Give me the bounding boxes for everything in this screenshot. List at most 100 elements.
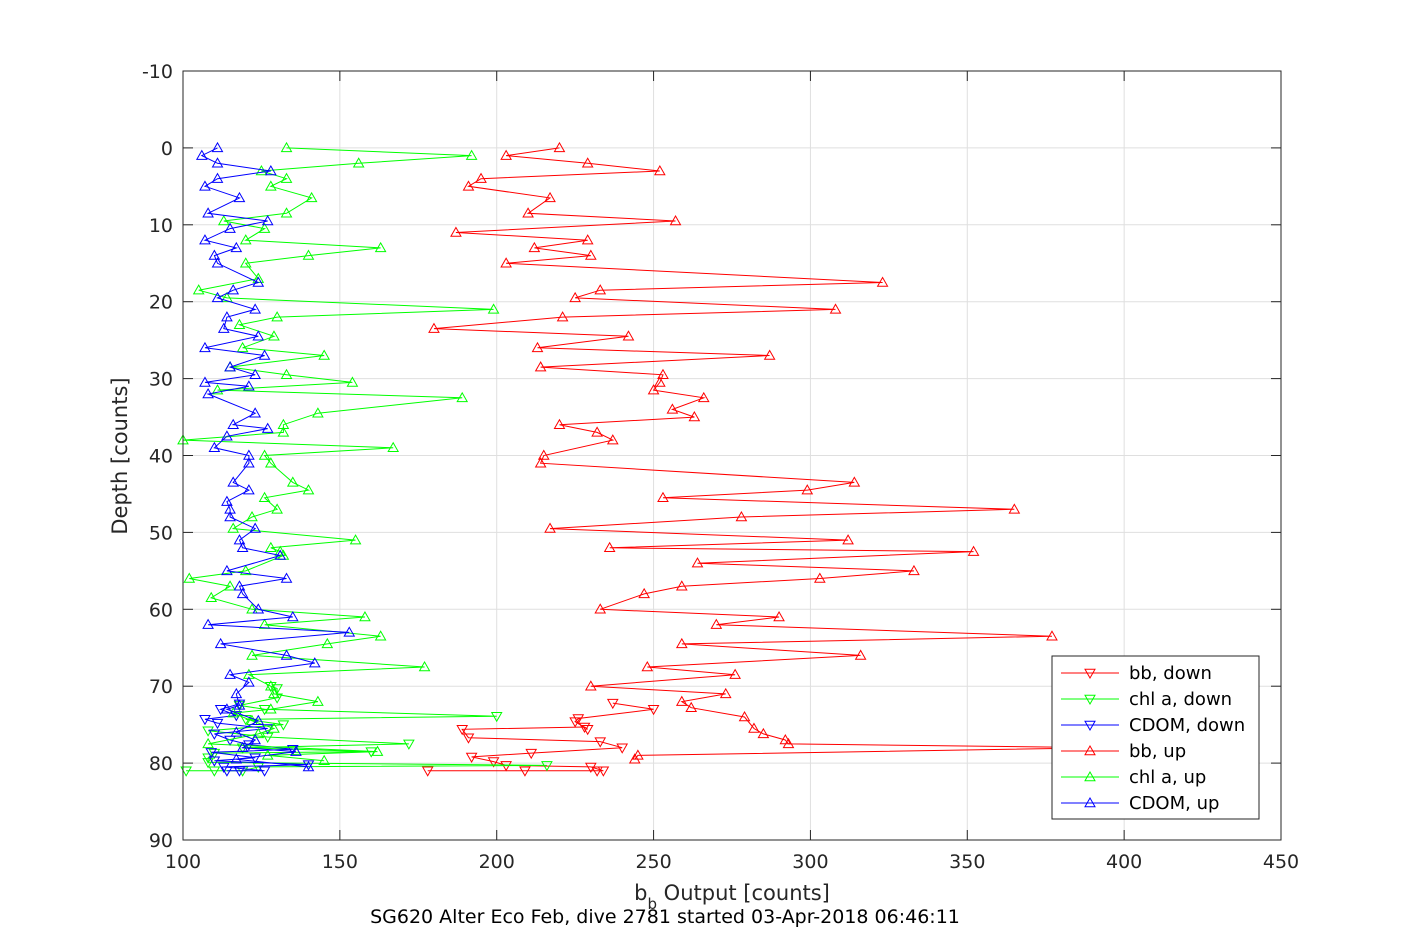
data-point (236, 341, 249, 353)
data-point (581, 234, 594, 245)
data-point (318, 754, 331, 766)
data-point (233, 699, 246, 710)
data-point (199, 341, 211, 353)
data-point (264, 681, 277, 693)
data-point (236, 541, 249, 553)
y-tick-label: 10 (149, 215, 173, 237)
data-point (252, 276, 265, 287)
data-point (252, 603, 265, 614)
data-point (616, 743, 629, 754)
data-point (205, 748, 218, 759)
legend: bb, down chl a, down CDOM, down bb, up chl a… (1051, 655, 1260, 820)
data-point (199, 234, 211, 245)
legend-label: CDOM, down (1129, 715, 1245, 736)
data-point (374, 241, 387, 253)
data-point (264, 180, 277, 191)
data-point (487, 757, 500, 768)
series-2 (199, 699, 315, 777)
data-point (688, 411, 701, 422)
data-point (249, 522, 262, 533)
data-point (211, 291, 224, 303)
axis-ticks (182, 70, 1282, 841)
data-point (199, 376, 211, 387)
data-point (252, 762, 265, 773)
data-point (271, 503, 283, 514)
legend-label: bb, up (1129, 741, 1186, 762)
data-point (572, 714, 585, 725)
data-point (217, 214, 230, 226)
x-tick-label: 250 (635, 851, 671, 873)
data-point (264, 680, 277, 691)
data-point (735, 511, 748, 522)
data-point (264, 541, 277, 553)
x-tick-label: 150 (322, 851, 358, 873)
legend-item: chl a, up (1061, 767, 1206, 788)
data-point (657, 491, 669, 503)
data-point (211, 384, 224, 395)
data-point (553, 418, 566, 429)
data-point (224, 511, 236, 522)
data-point (217, 762, 230, 773)
data-point (280, 141, 293, 153)
data-point (462, 180, 475, 191)
data-point (647, 705, 660, 716)
data-point (236, 741, 249, 752)
data-point (657, 368, 669, 380)
data-point (352, 157, 365, 168)
data-point (258, 766, 271, 777)
data-point (719, 687, 732, 699)
legend-label: chl a, up (1129, 767, 1206, 788)
data-point (227, 418, 240, 429)
data-point (653, 164, 666, 176)
data-point (594, 284, 607, 295)
data-point (230, 753, 243, 764)
data-point (249, 368, 262, 380)
data-point (290, 745, 302, 756)
data-point (224, 361, 236, 372)
data-point (638, 587, 651, 599)
data-point (243, 484, 255, 495)
data-point (280, 172, 293, 183)
data-point (490, 711, 503, 723)
data-point (584, 249, 597, 260)
series-line (186, 685, 547, 772)
x-tick-label: 400 (1106, 851, 1142, 873)
data-point (531, 341, 544, 353)
data-point (211, 141, 224, 153)
legend-swatch-marker (1084, 770, 1096, 782)
data-point (249, 753, 262, 764)
y-tick-label: 30 (149, 369, 173, 391)
data-point (205, 591, 218, 603)
data-point (697, 391, 710, 403)
data-point (305, 191, 318, 203)
data-point (227, 522, 240, 533)
data-point (252, 330, 265, 341)
data-point (729, 668, 741, 679)
data-point (782, 737, 795, 749)
data-point (591, 766, 603, 777)
x-tick-label: 350 (949, 851, 985, 873)
data-point (374, 630, 387, 641)
data-point (236, 587, 249, 599)
data-point (261, 422, 274, 433)
data-point (312, 407, 324, 418)
data-point (302, 484, 315, 495)
data-point (757, 727, 770, 739)
data-point (208, 756, 221, 767)
data-point (221, 564, 233, 576)
data-point (763, 349, 776, 360)
data-point (192, 284, 205, 295)
data-point (183, 572, 196, 583)
data-point (224, 222, 236, 233)
data-point (233, 766, 246, 777)
legend-label: bb, down (1129, 663, 1212, 684)
data-point (653, 376, 666, 387)
y-tick-label: 0 (161, 138, 173, 160)
data-point (227, 476, 240, 487)
data-point (258, 349, 271, 360)
data-point (606, 698, 619, 710)
data-point (544, 191, 556, 203)
data-point (462, 733, 475, 744)
data-point (773, 610, 785, 622)
